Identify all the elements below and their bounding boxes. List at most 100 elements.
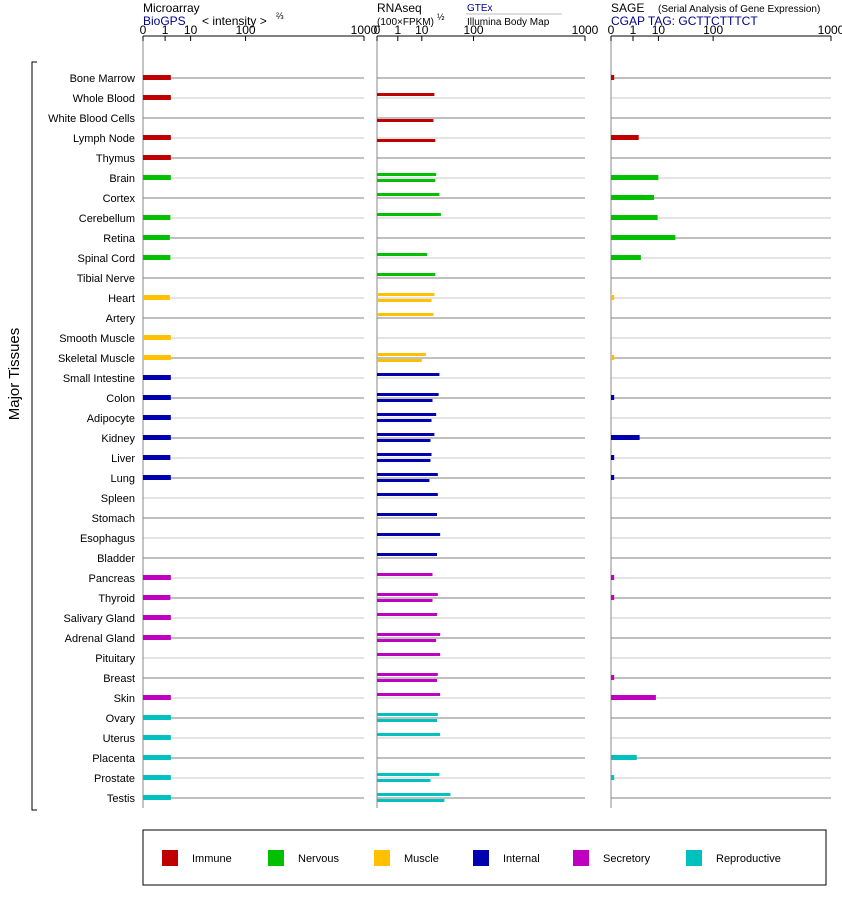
microarray-bar (143, 715, 171, 720)
tissue-label: Artery (106, 313, 136, 325)
ibm-bar (377, 399, 433, 402)
tissue-label: Skeletal Muscle (58, 353, 135, 365)
sage-tick-label: 1 (630, 23, 637, 37)
sage-bar (611, 755, 637, 760)
microarray-bar (143, 695, 171, 700)
ibm-bar (377, 799, 445, 802)
tissue-label: Small Intestine (63, 373, 135, 385)
grid-lines (143, 77, 831, 799)
microarray-tick-label: 10 (184, 23, 198, 37)
ibm-bar (377, 119, 434, 122)
microarray-bar (143, 435, 171, 440)
microarray-bar (143, 155, 171, 160)
microarray-bar (143, 295, 170, 300)
tissue-labels: Bone Marrow Whole Blood White Blood Cells L… (48, 73, 136, 805)
tissue-label: Testis (107, 793, 136, 805)
microarray-title: Microarray (143, 1, 200, 15)
ibm-bar (377, 359, 422, 362)
gtex-bar (377, 373, 440, 376)
microarray-bar (143, 635, 171, 640)
tissue-label: Ovary (106, 713, 136, 725)
rnaseq-source-gtex: GTEx (467, 3, 493, 14)
sage-bar (611, 395, 615, 400)
legend-swatch (686, 850, 702, 866)
microarray-header: Microarray BioGPS < intensity > ⅔ (143, 1, 284, 28)
ibm-bar (377, 679, 437, 682)
legend-label: Muscle (404, 853, 439, 865)
tissue-label: Thymus (96, 153, 136, 165)
gtex-bar (377, 673, 438, 676)
tissue-label: Brain (109, 173, 135, 185)
tissue-label: Pancreas (89, 573, 136, 585)
microarray-bar (143, 775, 171, 780)
sage-bar (611, 195, 655, 200)
microarray-tick-label: 1 (162, 23, 169, 37)
sage-bar (611, 775, 615, 780)
sage-bar (611, 255, 641, 260)
legend-item-immune: Immune (162, 850, 232, 866)
rnaseq-unit: (100×FPKM) (377, 17, 434, 28)
ibm-bar (377, 179, 436, 182)
legend-item-internal: Internal (473, 850, 540, 866)
ibm-bar (377, 419, 432, 422)
sage-bar (611, 595, 615, 600)
microarray-bar (143, 475, 171, 480)
rnaseq-header: RNAseq (100×FPKM) ½ GTEx Illumina Body M… (377, 1, 562, 28)
gtex-bar (377, 413, 437, 416)
microarray-bar (143, 755, 171, 760)
tissue-label: Spleen (101, 493, 135, 505)
tissue-label: Esophagus (80, 533, 136, 545)
ibm-bar (377, 439, 431, 442)
sage-bar (611, 175, 659, 180)
microarray-bar (143, 595, 171, 600)
tissue-label: Retina (103, 233, 136, 245)
gtex-bar (377, 553, 437, 556)
gtex-bar (377, 493, 438, 496)
sage-title: SAGE (611, 1, 644, 15)
tissue-label: White Blood Cells (48, 113, 135, 125)
rnaseq-tick-label: 1 (394, 23, 401, 37)
sage-bar (611, 215, 658, 220)
sage-bar (611, 575, 615, 580)
y-axis: Major Tissues (6, 61, 37, 811)
rnaseq-tick-label: 0 (374, 23, 381, 37)
tissue-label: Adrenal Gland (65, 633, 135, 645)
legend-swatch (473, 850, 489, 866)
legend-label: Secretory (603, 853, 651, 865)
microarray-bar (143, 615, 171, 620)
sage-bar (611, 235, 676, 240)
legend-item-reproductive: Reproductive (686, 850, 781, 866)
legend-swatch (162, 850, 178, 866)
tissue-label: Bladder (97, 553, 135, 565)
microarray-bar (143, 175, 171, 180)
microarray-bar (143, 215, 171, 220)
sage-tick-label: 100 (703, 23, 723, 37)
ibm-bar (377, 639, 437, 642)
microarray-unit: < intensity > (202, 14, 267, 28)
sage-bar (611, 475, 615, 480)
ibm-bar (377, 139, 436, 142)
rnaseq-source-ibm: Illumina Body Map (467, 17, 550, 28)
microarray-bar (143, 735, 171, 740)
microarray-bar (143, 415, 171, 420)
legend-swatch (374, 850, 390, 866)
tissue-label: Kidney (101, 433, 135, 445)
microarray-bar (143, 575, 171, 580)
gtex-bar (377, 93, 435, 96)
sage-subtitle: (Serial Analysis of Gene Expression) (658, 4, 820, 15)
gtex-bar (377, 613, 437, 616)
rnaseq-unit-exponent: ½ (437, 12, 445, 22)
microarray-bar (143, 235, 170, 240)
tissue-label: Skin (114, 693, 135, 705)
tissue-label: Stomach (92, 513, 135, 525)
y-axis-label: Major Tissues (6, 328, 23, 421)
legend: Immune Nervous Muscle Internal Secretory Repr… (142, 829, 827, 886)
tissue-label: Smooth Muscle (59, 333, 135, 345)
microarray-bar (143, 395, 171, 400)
tissue-label: Salivary Gland (63, 613, 135, 625)
gtex-bar (377, 453, 432, 456)
tissue-label: Breast (103, 673, 135, 685)
expression-bars (143, 75, 676, 802)
